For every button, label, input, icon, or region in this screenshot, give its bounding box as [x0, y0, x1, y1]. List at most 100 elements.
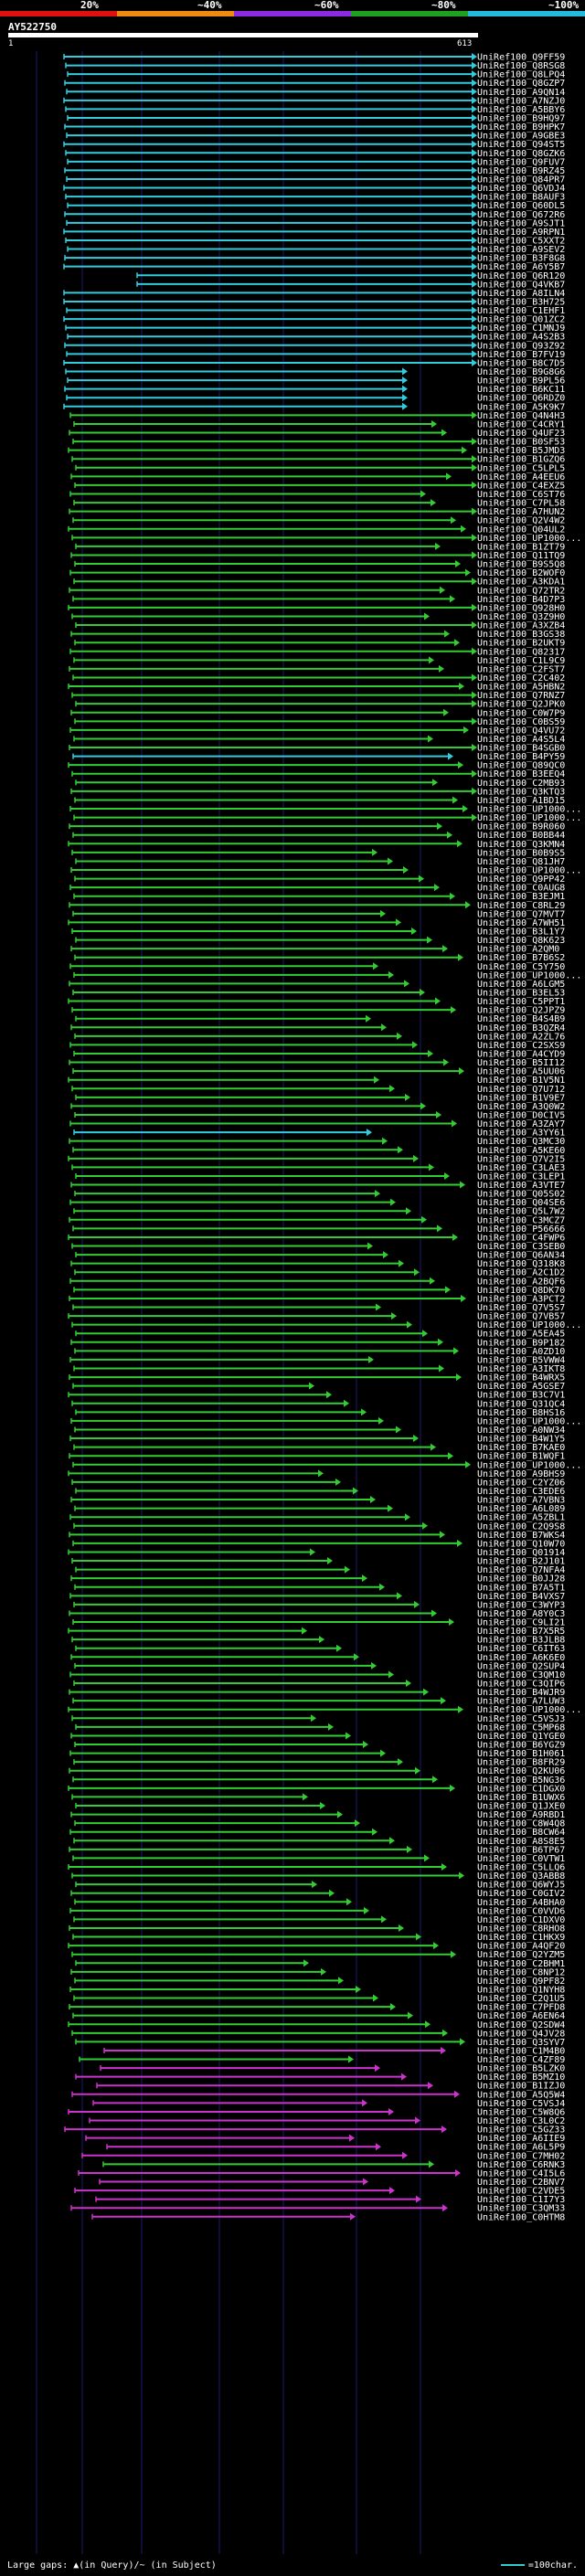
hit-row[interactable]: UniRef100_C3QIP6 [73, 1680, 565, 1690]
hit-row[interactable]: UniRef100_A3ZAY7 [69, 1119, 565, 1129]
hit-row[interactable]: UniRef100_A4BHA0 [74, 1898, 565, 1908]
hit-row[interactable]: UniRef100_C1DXV0 [73, 1915, 565, 1925]
hit-row[interactable]: UniRef100_Q8DK70 [73, 1286, 565, 1296]
hit-row[interactable]: UniRef100_B7X5R5 [68, 1627, 565, 1637]
hit-row[interactable]: UniRef100_B3L1Y7 [71, 928, 565, 938]
hit-row[interactable]: UniRef100_Q2SDW4 [68, 2020, 565, 2030]
hit-row[interactable]: UniRef100_A5EA45 [75, 1330, 565, 1340]
hit-label[interactable]: UniRef100_C5W8Q6 [477, 2107, 565, 2117]
hit-row[interactable]: UniRef100_A6Y5B7 [63, 262, 565, 272]
hit-label[interactable]: UniRef100_C5VSJ4 [477, 2099, 565, 2109]
hit-label[interactable]: UniRef100_B9PL56 [477, 376, 565, 387]
hit-row[interactable]: UniRef100_B7B6S2 [74, 953, 565, 963]
hit-row[interactable]: UniRef100_B2UKT9 [74, 639, 565, 649]
hit-row[interactable]: UniRef100_A6L5P9 [106, 2143, 565, 2153]
hit-row[interactable]: UniRef100_Q31QC4 [71, 1399, 565, 1409]
hit-label[interactable]: UniRef100_Q9PF82 [477, 1977, 565, 1987]
hit-label[interactable]: UniRef100_C0AUG8 [477, 884, 565, 894]
hit-label[interactable]: UniRef100_A3Q0W2 [477, 1102, 565, 1112]
hit-label[interactable]: UniRef100_A9BHS9 [477, 1469, 565, 1479]
hit-row[interactable]: UniRef100_C8NP12 [70, 1967, 565, 1977]
hit-label[interactable]: UniRef100_A4EEU6 [477, 472, 565, 482]
hit-row[interactable]: UniRef100_A3PCT2 [69, 1294, 565, 1304]
hit-label[interactable]: UniRef100_B1IZJ0 [477, 2082, 565, 2092]
hit-label[interactable]: UniRef100_Q9FF59 [477, 53, 565, 63]
hit-row[interactable]: UniRef100_B8C7D5 [63, 358, 565, 368]
hit-row[interactable]: UniRef100_C3SEB0 [71, 1242, 565, 1252]
hit-label[interactable]: UniRef100_A7LUW3 [477, 1697, 565, 1707]
hit-row[interactable]: UniRef100_UP1000... [68, 1705, 581, 1715]
hit-row[interactable]: UniRef100_C7PFD8 [69, 2003, 565, 2013]
hit-label[interactable]: UniRef100_C2MB93 [477, 779, 565, 789]
hit-row[interactable]: UniRef100_C5W8Q6 [68, 2107, 565, 2117]
hit-label[interactable]: UniRef100_A6EN64 [477, 2011, 565, 2021]
hit-label[interactable]: UniRef100_B8FR29 [477, 1758, 565, 1768]
hit-label[interactable]: UniRef100_C2SXS9 [477, 1041, 565, 1051]
hit-label[interactable]: UniRef100_B7A5T1 [477, 1583, 565, 1593]
hit-label[interactable]: UniRef100_Q8RSG8 [477, 61, 565, 71]
hit-row[interactable]: UniRef100_A4S5L4 [73, 735, 565, 745]
hit-row[interactable]: UniRef100_B6TP67 [69, 1845, 565, 1855]
hit-label[interactable]: UniRef100_B5II12 [477, 1058, 565, 1068]
hit-label[interactable]: UniRef100_Q2KU06 [477, 1766, 565, 1776]
hit-label[interactable]: UniRef100_B4VXS7 [477, 1592, 565, 1602]
hit-row[interactable]: UniRef100_A6L089 [74, 1504, 565, 1514]
hit-row[interactable]: UniRef100_Q6R120 [136, 271, 565, 281]
hit-label[interactable]: UniRef100_Q2SDW4 [477, 2020, 565, 2030]
hit-row[interactable]: UniRef100_C4EXZ5 [74, 481, 565, 491]
hit-label[interactable]: UniRef100_Q7V2I5 [477, 1154, 565, 1164]
hit-row[interactable]: UniRef100_Q4N4H3 [69, 411, 565, 421]
hit-label[interactable]: UniRef100_C0W7P9 [477, 708, 565, 718]
hit-label[interactable]: UniRef100_B6YGZ9 [477, 1741, 565, 1751]
hit-row[interactable]: UniRef100_Q81JH7 [75, 857, 565, 867]
hit-label[interactable]: UniRef100_C3QIP6 [477, 1680, 565, 1690]
hit-row[interactable]: UniRef100_B0BB44 [72, 831, 565, 841]
hit-label[interactable]: UniRef100_Q84PR7 [477, 175, 565, 185]
hit-label[interactable]: UniRef100_Q6AN34 [477, 1251, 565, 1261]
hit-row[interactable]: UniRef100_A5GSE7 [72, 1382, 565, 1392]
hit-label[interactable]: UniRef100_C6RNK3 [477, 2160, 565, 2170]
hit-label[interactable]: UniRef100_C2YZ06 [477, 1478, 565, 1488]
hit-row[interactable]: UniRef100_C2BHM1 [75, 1959, 565, 1969]
hit-row[interactable]: UniRef100_C6RNK3 [102, 2160, 565, 2170]
hit-label[interactable]: UniRef100_B4D7P3 [477, 595, 565, 605]
hit-label[interactable]: UniRef100_C6ST76 [477, 490, 565, 500]
hit-label[interactable]: UniRef100_Q7MVT7 [477, 909, 565, 919]
hit-label[interactable]: UniRef100_C2VDE5 [477, 2187, 565, 2197]
hit-label[interactable]: UniRef100_C7PL58 [477, 499, 565, 509]
hit-row[interactable]: UniRef100_A0NW34 [74, 1426, 565, 1436]
hit-label[interactable]: UniRef100_A9QN14 [477, 88, 565, 98]
hit-row[interactable]: UniRef100_Q4UF23 [69, 429, 565, 439]
hit-label[interactable]: UniRef100_A0NW34 [477, 1426, 565, 1436]
hit-row[interactable]: UniRef100_B1WQF1 [69, 1452, 565, 1462]
hit-row[interactable]: UniRef100_B3JLB8 [71, 1636, 565, 1646]
hit-row[interactable]: UniRef100_C2C402 [72, 673, 565, 684]
hit-row[interactable]: UniRef100_A9BHS9 [68, 1469, 565, 1479]
hit-label[interactable]: UniRef100_Q2SUP4 [477, 1661, 565, 1671]
hit-label[interactable]: UniRef100_C3MCZ7 [477, 1215, 565, 1225]
hit-label[interactable]: UniRef100_Q3ABB8 [477, 1871, 565, 1882]
hit-label[interactable]: UniRef100_C4EXZ5 [477, 481, 565, 491]
hit-row[interactable]: UniRef100_Q04UL2 [68, 525, 565, 535]
hit-label[interactable]: UniRef100_B3QZR4 [477, 1023, 565, 1034]
hit-row[interactable]: UniRef100_B4D7P3 [72, 595, 565, 605]
hit-label[interactable]: UniRef100_B7X5R5 [477, 1627, 565, 1637]
hit-row[interactable]: UniRef100_B9G8G6 [65, 367, 565, 377]
hit-label[interactable]: UniRef100_B9S5Q8 [477, 560, 565, 570]
hit-row[interactable]: UniRef100_Q9FF59 [63, 53, 565, 63]
hit-row[interactable]: UniRef100_B1H061 [69, 1749, 565, 1759]
hit-label[interactable]: UniRef100_C1DGX0 [477, 1784, 565, 1794]
hit-row[interactable]: UniRef100_B9R060 [69, 822, 565, 832]
hit-label[interactable]: UniRef100_C0BS59 [477, 717, 565, 727]
hit-row[interactable]: UniRef100_C5GZ33 [64, 2125, 565, 2136]
hit-label[interactable]: UniRef100_Q1JXE0 [477, 1802, 565, 1812]
hit-row[interactable]: UniRef100_Q89QC0 [68, 761, 565, 771]
hit-row[interactable]: UniRef100_A5KE60 [72, 1146, 565, 1156]
hit-label[interactable]: UniRef100_B0JJ28 [477, 1574, 565, 1585]
hit-label[interactable]: UniRef100_B5LZK0 [477, 2064, 565, 2074]
hit-label[interactable]: UniRef100_B0B9S5 [477, 848, 565, 858]
hit-label[interactable]: UniRef100_A4S2B3 [477, 333, 565, 343]
hit-row[interactable]: UniRef100_B0SF53 [72, 438, 565, 448]
hit-row[interactable]: UniRef100_Q1NYH8 [69, 1985, 565, 1995]
hit-row[interactable]: UniRef100_C3LEP1 [75, 1171, 565, 1182]
